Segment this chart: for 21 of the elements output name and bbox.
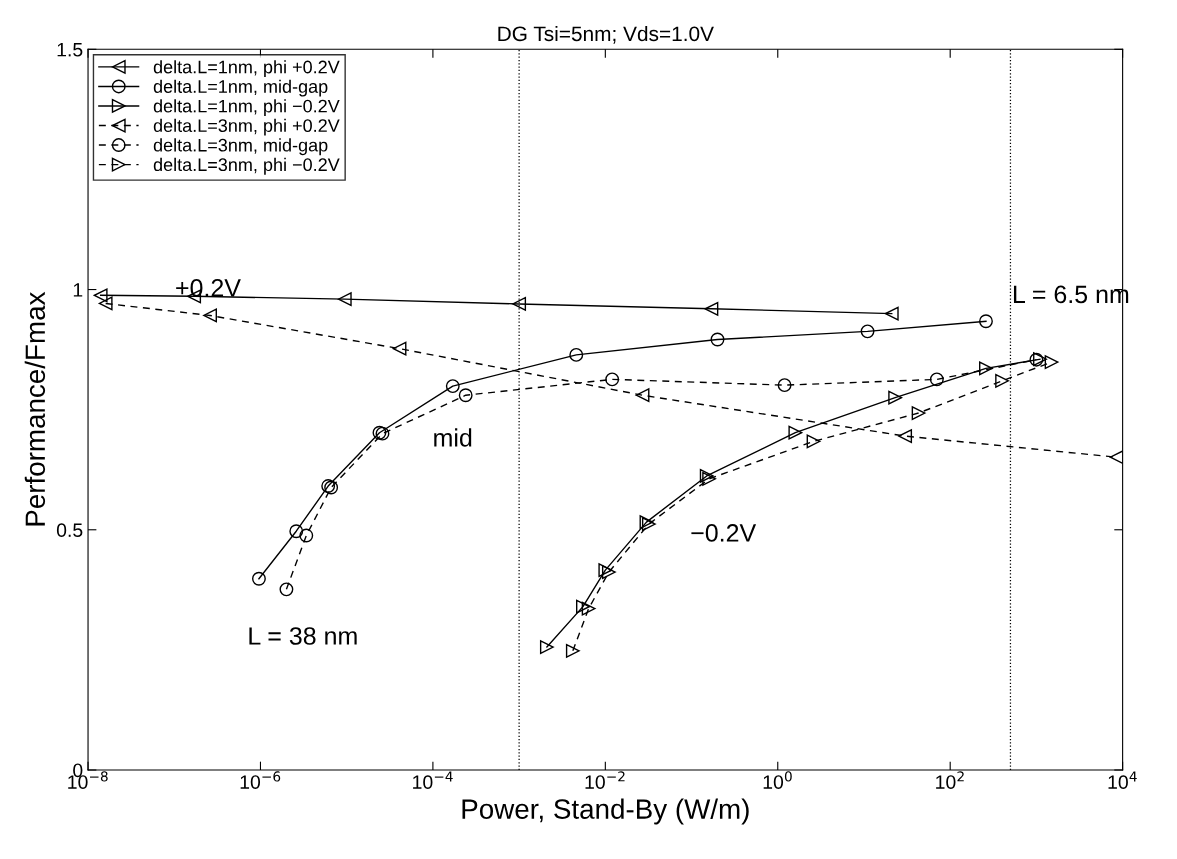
x-axis-title: Power, Stand-By (W/m) [462, 798, 749, 825]
x-tick-label: 10$^{0}$ [763, 771, 792, 789]
x-tick-label: 10$^{−4}$ [413, 771, 453, 790]
legend-label: delta.L=1nm, phi −0.2V [153, 99, 340, 117]
annotation: −0.2V [691, 524, 757, 542]
x-tick-label: 10$^{2}$ [936, 771, 964, 789]
legend-label: delta.L=3nm, phi −0.2V [153, 157, 340, 175]
y-tick-label: 1 [73, 283, 83, 297]
x-tick-label: 10$^{−6}$ [240, 771, 281, 789]
legend-label: delta.L=1nm, phi +0.2V [153, 60, 340, 77]
legend-label: delta.L=3nm, mid-gap [153, 138, 328, 156]
y-tick-label: 1.5 [57, 42, 83, 57]
chart-title: DG Tsi=5nm; Vds=1.0V [498, 25, 714, 44]
annotation: mid [434, 428, 472, 447]
y-tick-label: 0.5 [56, 523, 83, 538]
x-tick-label: 10$^{−2}$ [585, 771, 625, 789]
legend-label: delta.L=1nm, mid-gap [153, 79, 328, 97]
annotation: L = 38 nm [249, 627, 357, 645]
legend-label: delta.L=3nm, phi +0.2V [153, 118, 340, 136]
y-axis-title: Performance/Fmax [24, 291, 46, 526]
x-tick-label: 10$^{4}$ [1108, 771, 1137, 790]
